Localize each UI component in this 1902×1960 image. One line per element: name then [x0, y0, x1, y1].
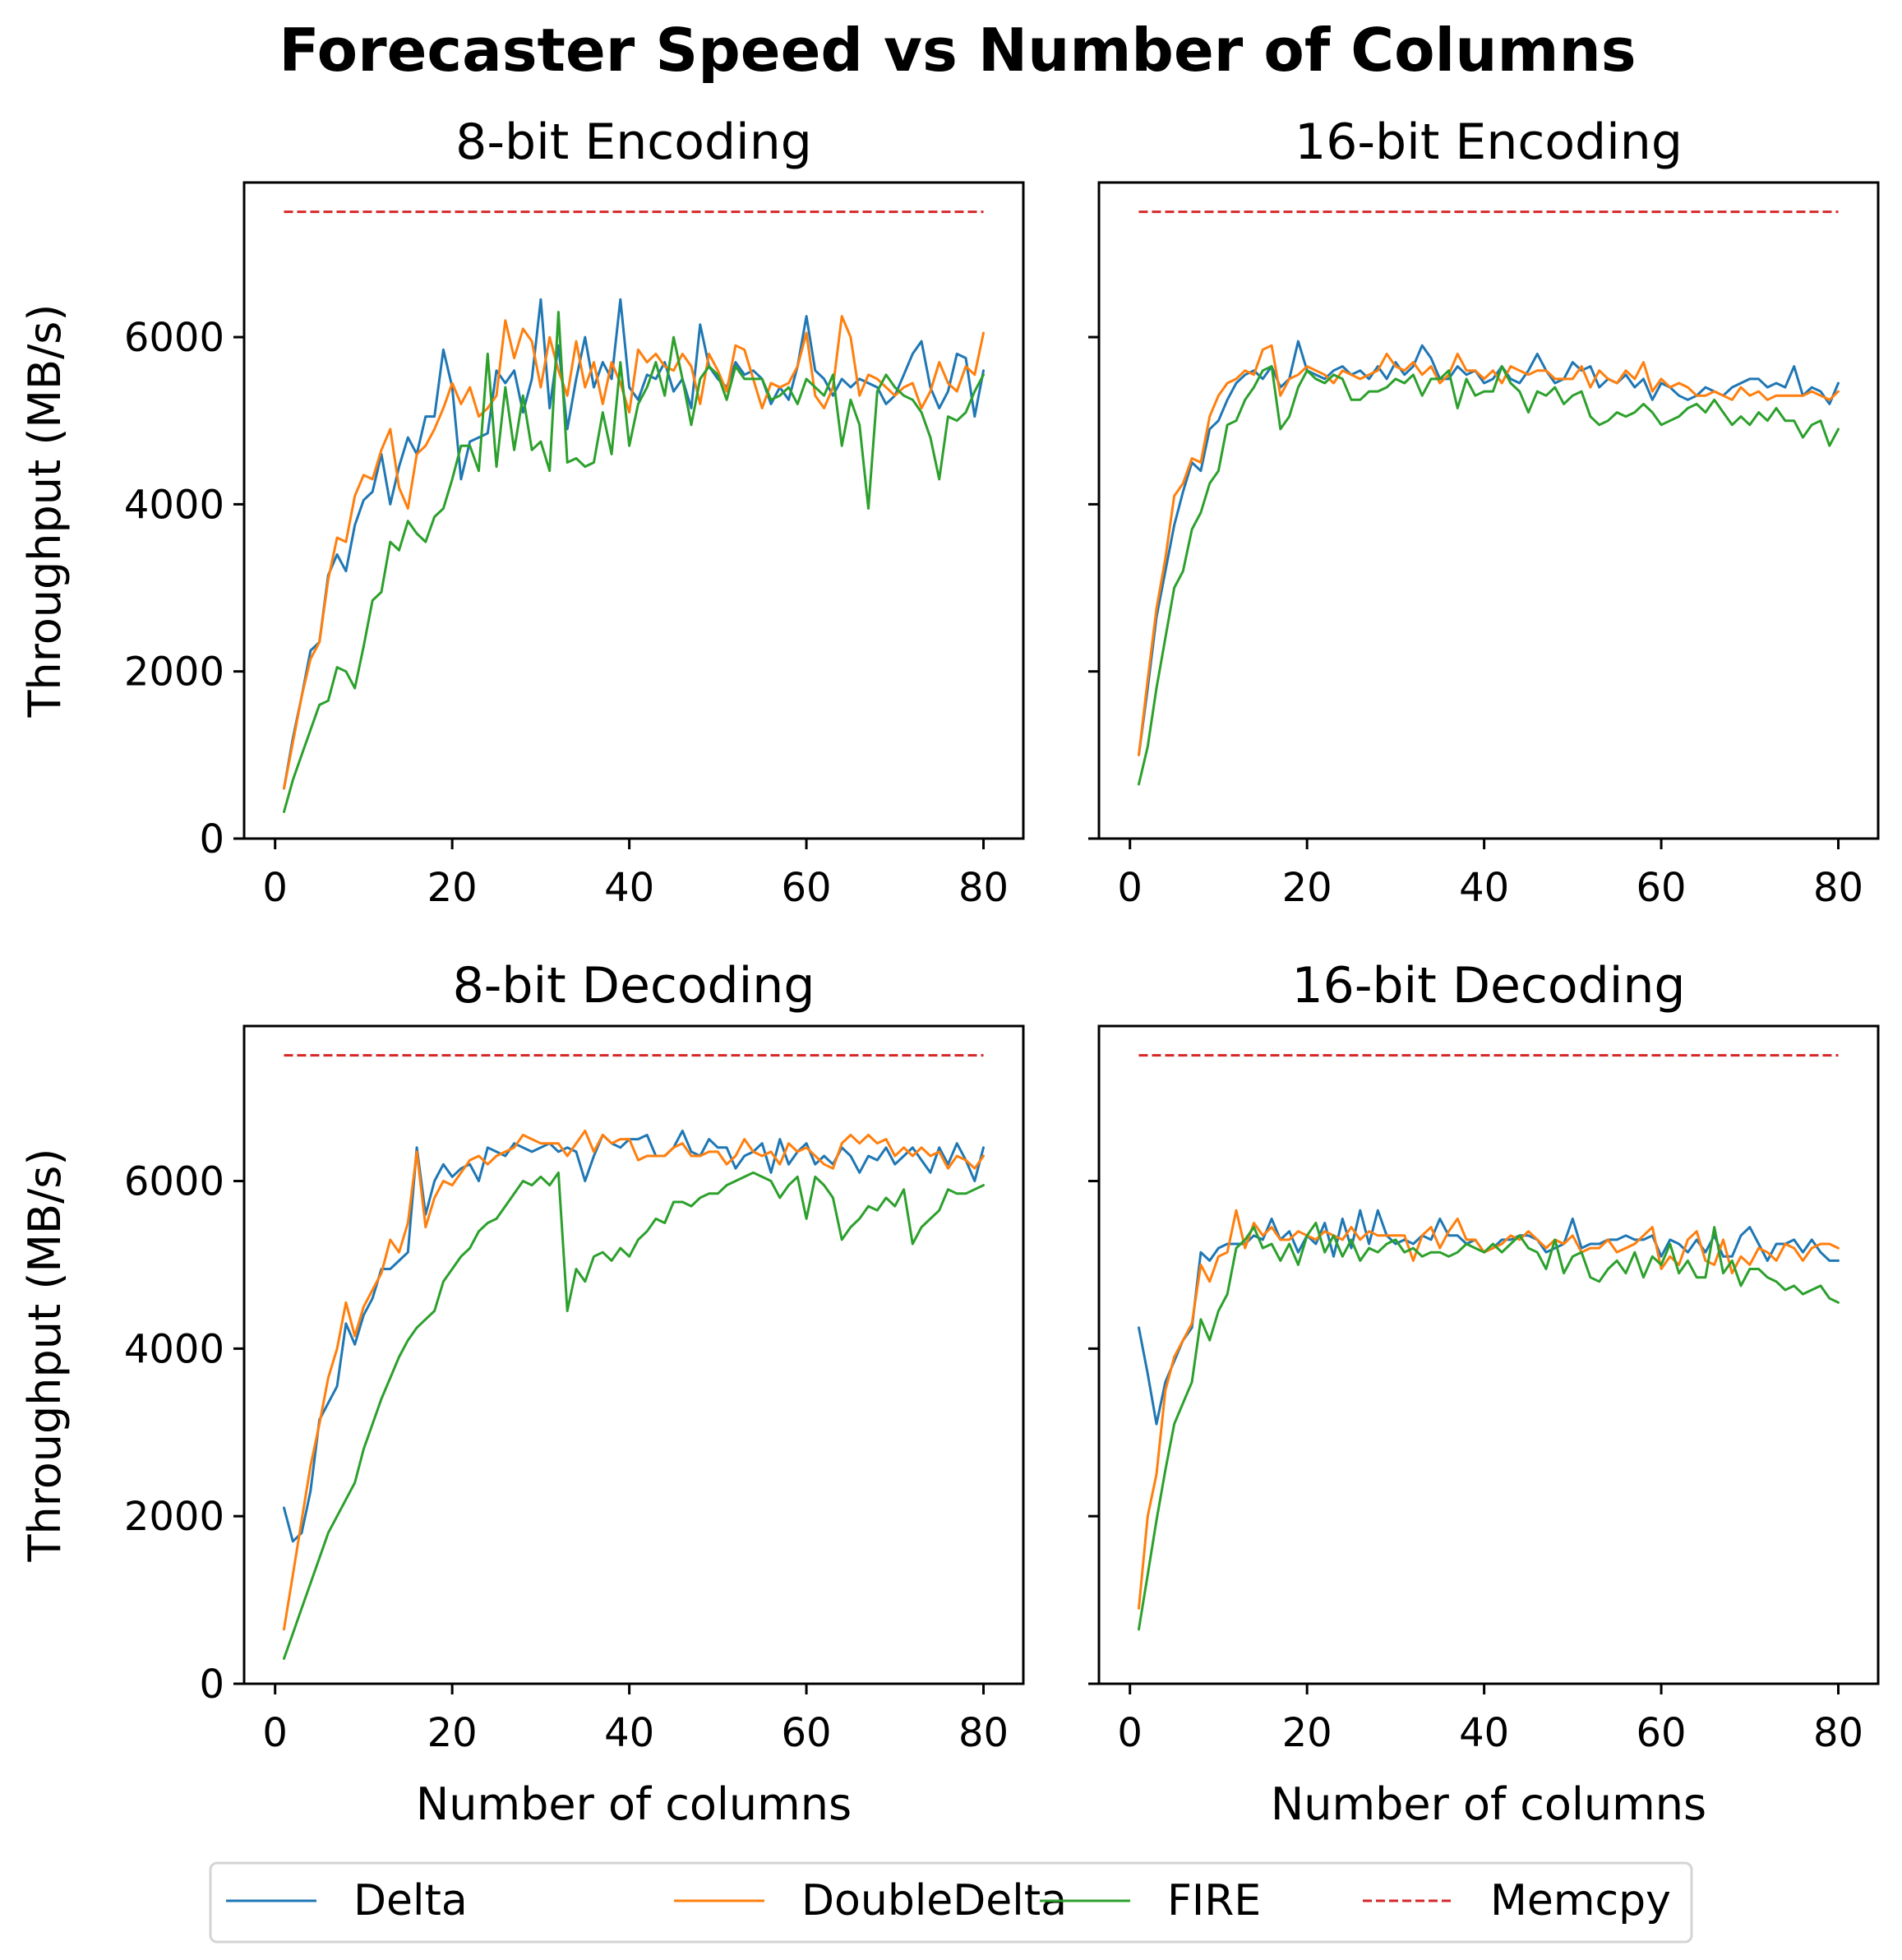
- panel-16-bit-encoding: 0 20 40 60 80 16-bit Encoding: [1088, 113, 1880, 911]
- y-tick-label-8-bit-decoding-0: 0: [199, 1662, 224, 1708]
- panel-8-bit-decoding: 0 20 40 60 80 0 2000 4000 6000 8-bit Decoding Numb…: [19, 957, 1025, 1830]
- axes-frame-16-bit-encoding: [1097, 181, 1880, 840]
- x-tick-label-16-bit-encoding-0: 0: [1117, 865, 1143, 911]
- y-axis-label-8-bit-encoding: Throughput (MB/s): [19, 304, 71, 719]
- y-axis-label-8-bit-decoding: Throughput (MB/s): [19, 1149, 71, 1563]
- y-tick-label-8-bit-decoding-6000: 6000: [124, 1159, 224, 1205]
- series-line-doubledelta-8-bit-encoding: [283, 315, 985, 790]
- x-tick-label-16-bit-encoding-60: 60: [1637, 865, 1687, 911]
- y-tick-label-8-bit-encoding-2000: 2000: [124, 649, 224, 696]
- legend-label-fire: FIRE: [1167, 1876, 1261, 1925]
- legend-label-memcpy: Memcpy: [1490, 1876, 1671, 1925]
- x-tick-label-8-bit-encoding-0: 0: [262, 865, 288, 911]
- axes-frame-16-bit-decoding: [1097, 1024, 1880, 1685]
- axes-frame-8-bit-encoding: [242, 181, 1025, 840]
- panel-title-8-bit-encoding: 8-bit Encoding: [455, 113, 812, 171]
- x-tick-label-16-bit-decoding-0: 0: [1117, 1710, 1143, 1756]
- series-line-fire-8-bit-encoding: [283, 311, 985, 813]
- legend-label-delta: Delta: [353, 1876, 468, 1925]
- x-tick-label-8-bit-encoding-20: 20: [427, 865, 478, 911]
- series-line-doubledelta-8-bit-decoding: [283, 1129, 985, 1631]
- x-tick-label-16-bit-decoding-80: 80: [1813, 1710, 1863, 1756]
- panel-16-bit-decoding: 0 20 40 60 80 16-bit Decoding Number of column…: [1088, 957, 1880, 1830]
- series-line-delta-8-bit-encoding: [283, 298, 985, 790]
- series-line-doubledelta-16-bit-encoding: [1138, 344, 1840, 756]
- axes-frame-8-bit-decoding: [242, 1024, 1025, 1685]
- legend-frame: [209, 1861, 1693, 1944]
- x-tick-label-8-bit-encoding-80: 80: [958, 865, 1009, 911]
- legend: Delta DoubleDelta FIRE Memcpy: [209, 1861, 1693, 1944]
- x-axis-label-16-bit-decoding: Number of columns: [1271, 1778, 1706, 1830]
- panel-title-8-bit-decoding: 8-bit Decoding: [453, 957, 815, 1015]
- y-tick-label-8-bit-encoding-0: 0: [199, 816, 224, 862]
- x-tick-label-8-bit-encoding-60: 60: [782, 865, 832, 911]
- series-line-delta-8-bit-decoding: [283, 1129, 985, 1543]
- x-tick-label-8-bit-decoding-0: 0: [262, 1710, 288, 1756]
- x-tick-label-8-bit-decoding-60: 60: [782, 1710, 832, 1756]
- x-tick-label-8-bit-decoding-80: 80: [958, 1710, 1009, 1756]
- panel-title-16-bit-decoding: 16-bit Decoding: [1291, 957, 1685, 1015]
- y-tick-label-8-bit-decoding-2000: 2000: [124, 1494, 224, 1540]
- legend-label-doubledelta: DoubleDelta: [801, 1876, 1067, 1925]
- panel-8-bit-encoding: 0 20 40 60 80 0 2000 4000 6000 8-bit Encoding Thro…: [19, 113, 1025, 911]
- x-tick-label-16-bit-encoding-20: 20: [1282, 865, 1332, 911]
- y-tick-label-8-bit-decoding-4000: 4000: [124, 1326, 224, 1372]
- series-line-fire-16-bit-decoding: [1138, 1222, 1840, 1631]
- y-tick-label-8-bit-encoding-6000: 6000: [124, 315, 224, 361]
- x-tick-label-8-bit-encoding-40: 40: [604, 865, 654, 911]
- series-line-doubledelta-16-bit-decoding: [1138, 1209, 1840, 1610]
- x-tick-label-16-bit-decoding-40: 40: [1459, 1710, 1509, 1756]
- series-line-fire-16-bit-encoding: [1138, 365, 1840, 786]
- y-tick-label-8-bit-encoding-4000: 4000: [124, 482, 224, 528]
- x-tick-label-8-bit-decoding-20: 20: [427, 1710, 478, 1756]
- figure-title: Forecaster Speed vs Number of Columns: [279, 16, 1636, 85]
- x-tick-label-16-bit-encoding-80: 80: [1813, 865, 1863, 911]
- x-tick-label-8-bit-decoding-40: 40: [604, 1710, 654, 1756]
- x-tick-label-16-bit-encoding-40: 40: [1459, 865, 1509, 911]
- x-axis-label-8-bit-decoding: Number of columns: [416, 1778, 852, 1830]
- x-tick-label-16-bit-decoding-20: 20: [1282, 1710, 1332, 1756]
- series-line-fire-8-bit-decoding: [283, 1171, 985, 1660]
- panel-title-16-bit-encoding: 16-bit Encoding: [1295, 113, 1683, 171]
- x-tick-label-16-bit-decoding-60: 60: [1637, 1710, 1687, 1756]
